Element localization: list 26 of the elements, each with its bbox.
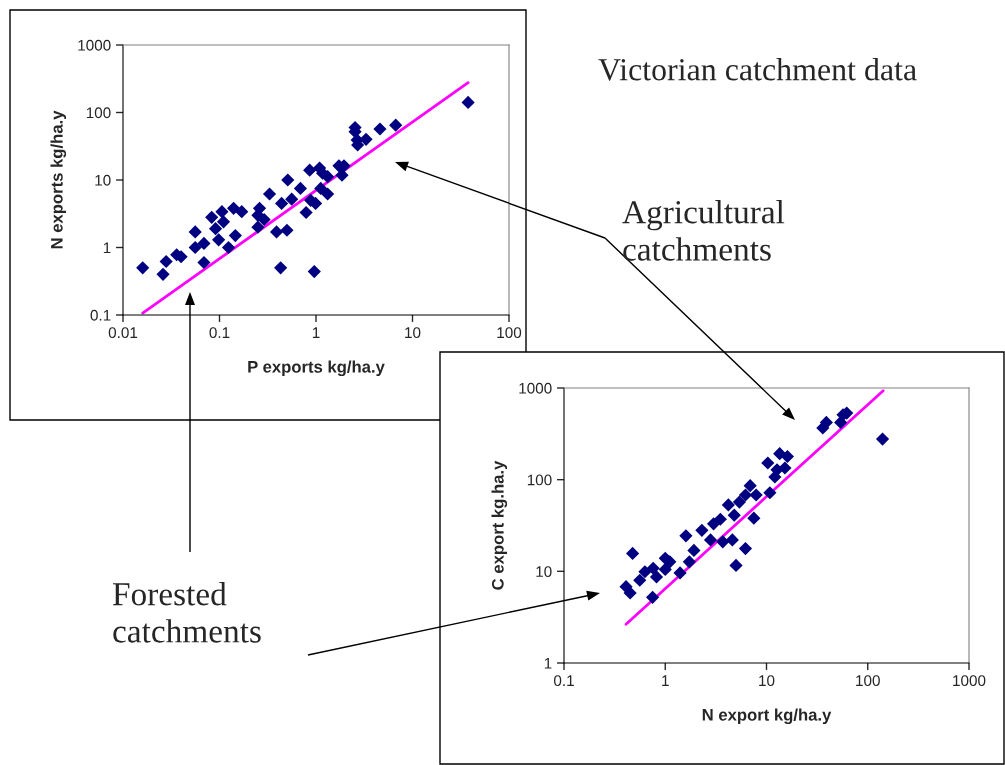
text: Forested catchments — [112, 582, 261, 643]
x-tick-label: 100 — [497, 327, 522, 339]
x-tick-label: 10 — [759, 675, 775, 687]
x-axis-title: P exports kg/ha.y — [248, 360, 385, 377]
y-tick-label: 100 — [527, 474, 552, 486]
x-axis-title: N export kg/ha.y — [702, 708, 832, 725]
x-tick-label: 100 — [856, 675, 880, 687]
x-tick-label: 1 — [662, 675, 669, 686]
x-tick-label: 0.1 — [553, 675, 574, 687]
y-axis-title: C export kg.ha.y — [491, 460, 508, 590]
y-tick-label: 10 — [95, 174, 111, 186]
y-tick-label: 1 — [544, 658, 552, 669]
x-tick-label: 0.1 — [209, 327, 230, 339]
text: Agricultural catchments — [622, 200, 785, 261]
x-tick-label: 1000 — [953, 675, 986, 687]
y-tick-label: 100 — [86, 107, 111, 119]
y-tick-label: 1 — [103, 242, 111, 254]
y-tick-label: 1000 — [519, 382, 552, 394]
y-tick-label: 0.1 — [90, 309, 111, 321]
y-axis-title: N exports kg/ha.y — [50, 110, 67, 249]
x-tick-label: 0.01 — [108, 327, 138, 339]
text: Victorian catchment data — [598, 58, 917, 81]
y-tick-label: 10 — [536, 566, 552, 578]
x-tick-label: 10 — [405, 327, 421, 339]
y-tick-label: 1000 — [78, 39, 111, 51]
x-tick-label: 1 — [312, 327, 320, 338]
